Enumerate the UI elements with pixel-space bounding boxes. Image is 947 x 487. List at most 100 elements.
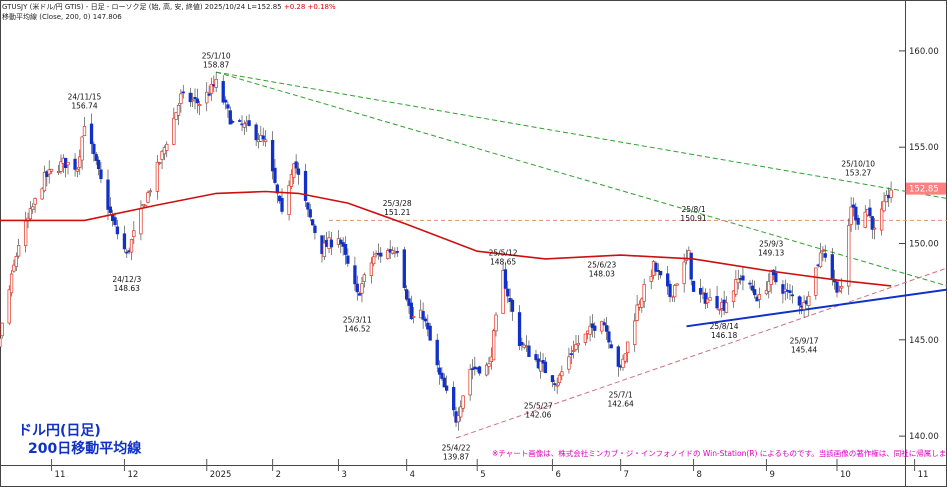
candle-body bbox=[353, 265, 357, 285]
chart-caption-ma: 200日移動平均線 bbox=[28, 441, 142, 457]
candle-body bbox=[884, 194, 889, 203]
candle-body bbox=[412, 316, 416, 318]
chart-header-line1: GTUSJY (米ドル/円 GTIS) - 日足 - ローソク足 (始, 高, … bbox=[2, 2, 336, 12]
candle-body bbox=[837, 290, 842, 293]
candle-body bbox=[840, 285, 844, 289]
candle-body bbox=[557, 374, 562, 384]
annotation-price: 149.13 bbox=[758, 248, 784, 257]
candle-body bbox=[724, 302, 729, 313]
candle-body bbox=[247, 120, 251, 126]
candle-body bbox=[409, 302, 414, 320]
candle-body bbox=[748, 282, 752, 285]
candle-body bbox=[741, 275, 745, 281]
candle-body bbox=[179, 93, 183, 104]
candle-body bbox=[771, 269, 776, 276]
candle-body bbox=[477, 366, 482, 374]
candle-body bbox=[355, 283, 359, 293]
candle-body bbox=[407, 298, 411, 306]
candle-body bbox=[238, 120, 242, 122]
candle-body bbox=[703, 292, 707, 304]
candle-body bbox=[753, 289, 757, 296]
candle-body bbox=[863, 211, 867, 228]
candle-body bbox=[73, 158, 77, 170]
copyright-note: ※チャート画像は、株式会社ミンカブ・ジ・インフォノイドの Win-Station… bbox=[492, 449, 947, 458]
candle-body bbox=[802, 302, 806, 310]
candle-body bbox=[442, 377, 446, 388]
candle-body bbox=[854, 206, 858, 221]
candle-body bbox=[270, 139, 275, 172]
candle-body bbox=[106, 179, 110, 210]
candles bbox=[0, 72, 893, 431]
candle-body bbox=[92, 143, 96, 155]
candle-body bbox=[435, 339, 439, 366]
annotation-price: 146.18 bbox=[711, 331, 737, 340]
candle-body bbox=[715, 296, 719, 309]
candle-body bbox=[818, 252, 823, 267]
candle-body bbox=[0, 322, 4, 337]
candle-body bbox=[444, 385, 449, 391]
candle-body bbox=[369, 262, 374, 276]
candle-body bbox=[550, 375, 555, 383]
annotation-date: 25/5/12 bbox=[489, 249, 518, 258]
annotation-price: 142.64 bbox=[608, 399, 634, 408]
candle-body bbox=[313, 225, 317, 234]
candle-body bbox=[621, 358, 625, 368]
annotation-price: 148.65 bbox=[490, 258, 516, 267]
candle-body bbox=[868, 207, 872, 217]
candle-body bbox=[158, 162, 162, 164]
candle-body bbox=[99, 169, 103, 180]
candle-body bbox=[94, 154, 98, 161]
candle-body bbox=[616, 346, 620, 367]
candle-body bbox=[193, 97, 197, 100]
candle-body bbox=[428, 325, 432, 341]
candle-body bbox=[807, 295, 811, 306]
candle-body bbox=[205, 91, 209, 104]
x-tick-label: 11 bbox=[918, 470, 929, 480]
candle-body bbox=[470, 368, 475, 371]
last-price-box bbox=[906, 182, 946, 195]
candle-body bbox=[553, 383, 557, 385]
candle-body bbox=[849, 206, 853, 225]
candle-body bbox=[75, 168, 80, 172]
candle-body bbox=[510, 299, 515, 312]
annotation-date: 25/8/1 bbox=[681, 205, 705, 214]
candle-body bbox=[24, 220, 28, 247]
candle-body bbox=[386, 250, 390, 259]
x-tick-label: 4 bbox=[410, 470, 415, 480]
ma200-line bbox=[0, 190, 892, 287]
candle-body bbox=[42, 171, 47, 192]
candle-body bbox=[635, 304, 639, 321]
annotation-date: 25/8/14 bbox=[710, 322, 739, 331]
candle-body bbox=[273, 167, 277, 183]
y-tick-label: 145.00 bbox=[909, 336, 939, 346]
candle-body bbox=[129, 239, 134, 253]
candle-body bbox=[9, 273, 14, 294]
candle-body bbox=[527, 345, 531, 357]
annotation-date: 25/1/10 bbox=[202, 52, 231, 61]
candle-body bbox=[209, 83, 214, 94]
candle-body bbox=[47, 169, 51, 175]
candle-body bbox=[362, 274, 366, 282]
annotation-date: 25/3/28 bbox=[383, 199, 412, 208]
candle-body bbox=[583, 333, 588, 343]
candle-body bbox=[261, 135, 265, 140]
annotation-date: 25/9/17 bbox=[790, 336, 819, 345]
annotation-price: 148.63 bbox=[114, 284, 140, 293]
candle-body bbox=[736, 278, 740, 284]
x-tick-label: 2025 bbox=[210, 470, 232, 480]
candle-body bbox=[569, 353, 573, 355]
candle-body bbox=[642, 283, 646, 302]
candle-body bbox=[821, 250, 825, 252]
candle-body bbox=[0, 337, 2, 348]
annotation-date: 24/11/15 bbox=[68, 93, 102, 102]
candle-body bbox=[604, 325, 609, 332]
candle-body bbox=[654, 262, 658, 272]
candle-body bbox=[870, 216, 874, 230]
candle-body bbox=[346, 255, 350, 264]
candle-body bbox=[80, 136, 84, 161]
candle-body bbox=[115, 226, 120, 235]
candle-body bbox=[172, 117, 176, 145]
candle-body bbox=[190, 99, 195, 102]
candle-body bbox=[872, 227, 877, 230]
